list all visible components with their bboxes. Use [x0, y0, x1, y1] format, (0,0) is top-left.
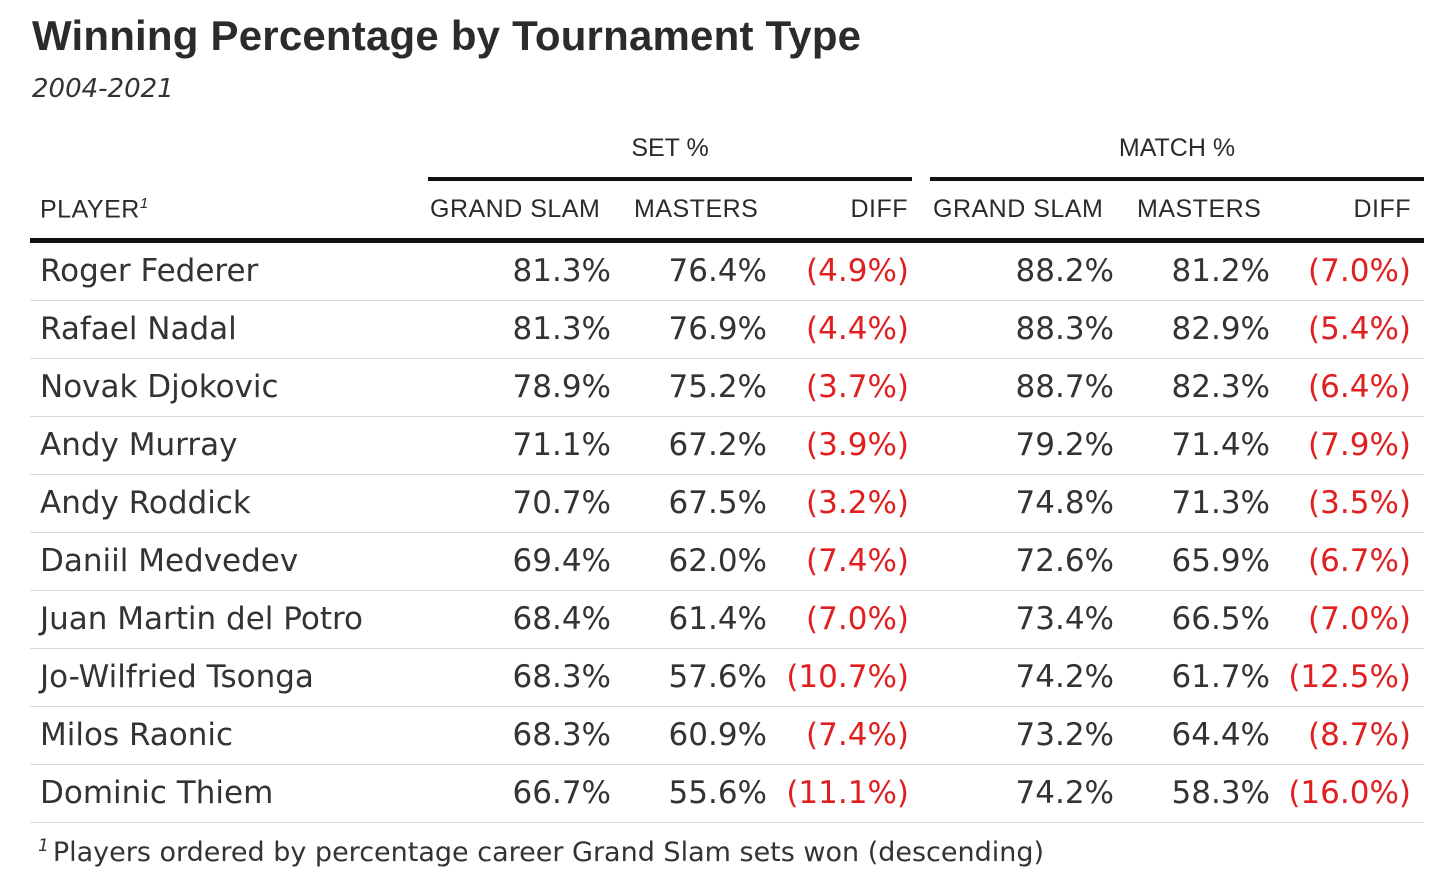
cell-player: Juan Martin del Potro — [40, 601, 364, 637]
table-row: Milos Raonic 68.3% 60.9% (7.4%) 73.2% 64.4% (8… — [30, 707, 1424, 765]
cell-match-masters: 64.4% — [1171, 717, 1270, 753]
group-rule-set — [428, 177, 912, 181]
cell-player: Andy Murray — [40, 427, 238, 463]
column-header-set-masters: MASTERS — [634, 195, 759, 223]
cell-player: Daniil Medvedev — [40, 543, 299, 579]
cell-player: Andy Roddick — [40, 485, 251, 521]
group-label-match: MATCH % — [1118, 134, 1236, 162]
cell-player: Milos Raonic — [40, 717, 234, 753]
cell-set-masters: 76.4% — [668, 253, 767, 289]
cell-player: Roger Federer — [40, 253, 259, 289]
cell-set-diff: (3.2%) — [806, 485, 909, 521]
column-header-match-grand-slam: GRAND SLAM — [933, 195, 1104, 223]
footnote: 1 Players ordered by percentage career Gr… — [38, 836, 1044, 868]
cell-set-grand-slam: 70.7% — [512, 485, 611, 521]
cell-set-grand-slam: 66.7% — [512, 775, 611, 811]
table-row: Dominic Thiem 66.7% 55.6% (11.1%) 74.2% 58.3%… — [30, 765, 1424, 823]
cell-set-masters: 67.2% — [668, 427, 767, 463]
cell-match-diff: (6.4%) — [1308, 369, 1411, 405]
cell-match-masters: 81.2% — [1171, 253, 1270, 289]
table-row: Rafael Nadal 81.3% 76.9% (4.4%) 88.3% 82.9% (5… — [30, 301, 1424, 359]
cell-set-masters: 75.2% — [668, 369, 767, 405]
cell-match-grand-slam: 88.7% — [1015, 369, 1114, 405]
table-row: Jo-Wilfried Tsonga 68.3% 57.6% (10.7%) 74.2%… — [30, 649, 1424, 707]
cell-set-grand-slam: 69.4% — [512, 543, 611, 579]
footnote-mark: 1 — [38, 836, 49, 856]
cell-match-grand-slam: 72.6% — [1015, 543, 1114, 579]
table-row: Juan Martin del Potro 68.4% 61.4% (7.0%) 73.… — [30, 591, 1424, 649]
cell-set-masters: 57.6% — [668, 659, 767, 695]
cell-match-diff: (6.7%) — [1308, 543, 1411, 579]
cell-player: Jo-Wilfried Tsonga — [40, 659, 314, 695]
table-row: Novak Djokovic 78.9% 75.2% (3.7%) 88.7% 82.3%… — [30, 359, 1424, 417]
cell-set-diff: (3.7%) — [806, 369, 909, 405]
cell-match-masters: 82.3% — [1171, 369, 1270, 405]
header-rule — [30, 238, 1424, 243]
cell-set-diff: (10.7%) — [786, 659, 909, 695]
cell-set-grand-slam: 68.3% — [512, 659, 611, 695]
cell-set-diff: (7.0%) — [806, 601, 909, 637]
cell-set-diff: (7.4%) — [806, 717, 909, 753]
cell-set-masters: 67.5% — [668, 485, 767, 521]
cell-player: Dominic Thiem — [40, 775, 274, 811]
cell-set-diff: (4.4%) — [806, 311, 909, 347]
cell-match-masters: 58.3% — [1171, 775, 1270, 811]
cell-match-diff: (3.5%) — [1308, 485, 1411, 521]
cell-match-masters: 61.7% — [1171, 659, 1270, 695]
cell-match-diff: (7.0%) — [1308, 601, 1411, 637]
cell-set-grand-slam: 68.3% — [512, 717, 611, 753]
column-header-player-label: PLAYER — [40, 195, 140, 224]
cell-match-diff: (8.7%) — [1308, 717, 1411, 753]
cell-match-grand-slam: 73.2% — [1015, 717, 1114, 753]
cell-match-masters: 82.9% — [1171, 311, 1270, 347]
cell-set-grand-slam: 68.4% — [512, 601, 611, 637]
footnote-text: Players ordered by percentage career Gra… — [52, 837, 1045, 868]
group-rule-match — [930, 177, 1424, 181]
cell-player: Novak Djokovic — [40, 369, 279, 405]
cell-match-diff: (16.0%) — [1288, 775, 1411, 811]
cell-match-grand-slam: 73.4% — [1015, 601, 1114, 637]
cell-set-diff: (7.4%) — [806, 543, 909, 579]
cell-match-grand-slam: 74.8% — [1015, 485, 1114, 521]
cell-set-masters: 76.9% — [668, 311, 767, 347]
cell-match-grand-slam: 79.2% — [1015, 427, 1114, 463]
cell-match-grand-slam: 88.3% — [1015, 311, 1114, 347]
table-row: Andy Roddick 70.7% 67.5% (3.2%) 74.8% 71.3% (3… — [30, 475, 1424, 533]
cell-match-diff: (5.4%) — [1308, 311, 1411, 347]
cell-match-diff: (7.9%) — [1308, 427, 1411, 463]
column-header-set-diff: DIFF — [850, 195, 908, 223]
cell-match-diff: (7.0%) — [1308, 253, 1411, 289]
cell-match-grand-slam: 74.2% — [1015, 659, 1114, 695]
cell-match-masters: 71.4% — [1171, 427, 1270, 463]
cell-set-diff: (11.1%) — [786, 775, 909, 811]
cell-match-masters: 71.3% — [1171, 485, 1270, 521]
table-row: Roger Federer 81.3% 76.4% (4.9%) 88.2% 81.2% (… — [30, 243, 1424, 301]
chart-title: Winning Percentage by Tournament Type — [32, 12, 862, 59]
cell-set-grand-slam: 81.3% — [512, 311, 611, 347]
cell-player: Rafael Nadal — [40, 311, 237, 347]
table-row: Andy Murray 71.1% 67.2% (3.9%) 79.2% 71.4% (7.… — [30, 417, 1424, 475]
table-row: Daniil Medvedev 69.4% 62.0% (7.4%) 72.6% 65.9… — [30, 533, 1424, 591]
cell-match-masters: 66.5% — [1171, 601, 1270, 637]
cell-set-diff: (3.9%) — [806, 427, 909, 463]
cell-set-grand-slam: 81.3% — [512, 253, 611, 289]
cell-set-grand-slam: 71.1% — [512, 427, 611, 463]
cell-set-masters: 62.0% — [668, 543, 767, 579]
player-footnote-mark: 1 — [139, 195, 149, 212]
cell-match-grand-slam: 88.2% — [1015, 253, 1114, 289]
cell-set-diff: (4.9%) — [806, 253, 909, 289]
cell-match-diff: (12.5%) — [1288, 659, 1411, 695]
cell-set-masters: 55.6% — [668, 775, 767, 811]
cell-set-masters: 61.4% — [668, 601, 767, 637]
cell-match-masters: 65.9% — [1171, 543, 1270, 579]
chart-subtitle: 2004-2021 — [32, 74, 174, 104]
cell-set-grand-slam: 78.9% — [512, 369, 611, 405]
column-header-match-diff: DIFF — [1353, 195, 1411, 223]
cell-set-masters: 60.9% — [668, 717, 767, 753]
group-label-set: SET % — [631, 134, 709, 162]
column-header-player: PLAYER1 — [40, 195, 149, 224]
column-header-set-grand-slam: GRAND SLAM — [430, 195, 601, 223]
column-header-match-masters: MASTERS — [1137, 195, 1262, 223]
cell-match-grand-slam: 74.2% — [1015, 775, 1114, 811]
